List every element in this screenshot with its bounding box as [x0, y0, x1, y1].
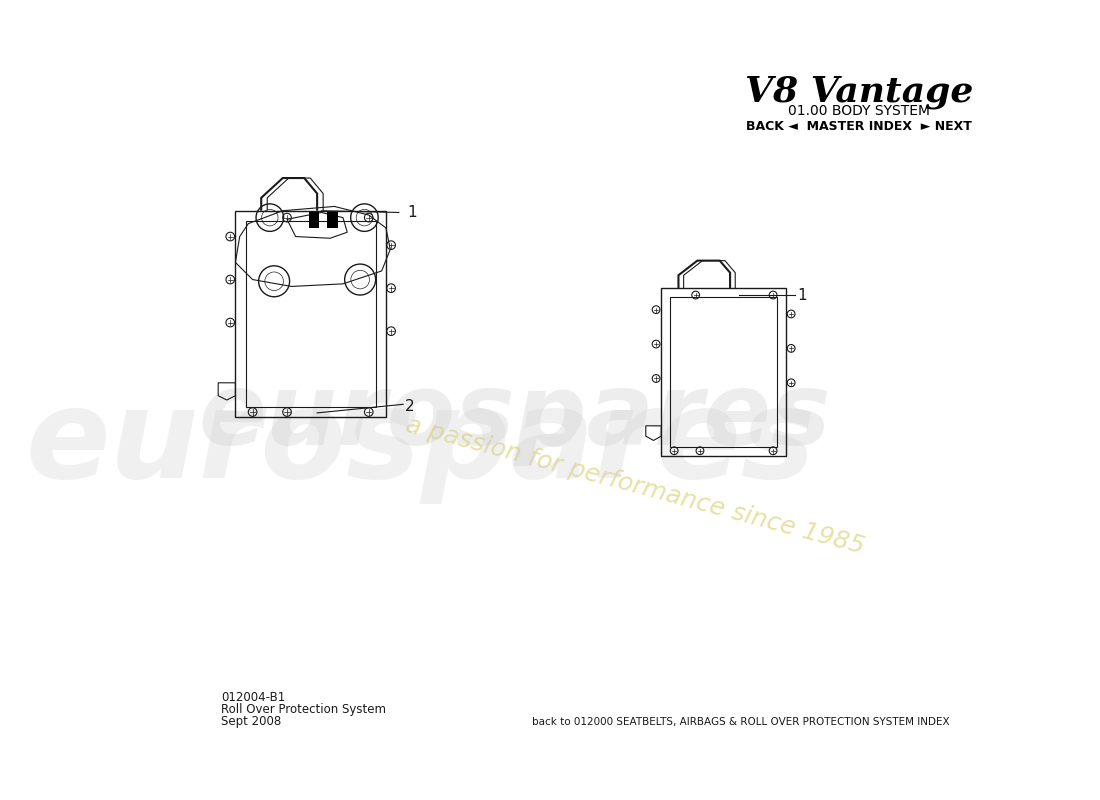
Text: BACK ◄  MASTER INDEX  ► NEXT: BACK ◄ MASTER INDEX ► NEXT — [746, 120, 972, 133]
Text: Sept 2008: Sept 2008 — [221, 715, 280, 728]
Text: 01.00 BODY SYSTEM: 01.00 BODY SYSTEM — [788, 104, 931, 118]
Text: Roll Over Protection System: Roll Over Protection System — [221, 703, 386, 716]
Text: V8 Vantage: V8 Vantage — [745, 75, 974, 109]
Text: 2: 2 — [405, 399, 415, 414]
Text: eurospares: eurospares — [199, 369, 832, 466]
Text: 1: 1 — [798, 287, 806, 302]
Bar — [328, 213, 338, 228]
Text: eurospares: eurospares — [25, 382, 815, 503]
Text: 012004-B1: 012004-B1 — [221, 691, 285, 704]
Text: back to 012000 SEATBELTS, AIRBAGS & ROLL OVER PROTECTION SYSTEM INDEX: back to 012000 SEATBELTS, AIRBAGS & ROLL… — [532, 717, 949, 726]
Bar — [308, 213, 319, 228]
Text: 1: 1 — [407, 205, 417, 220]
Text: a passion for performance since 1985: a passion for performance since 1985 — [404, 413, 868, 559]
